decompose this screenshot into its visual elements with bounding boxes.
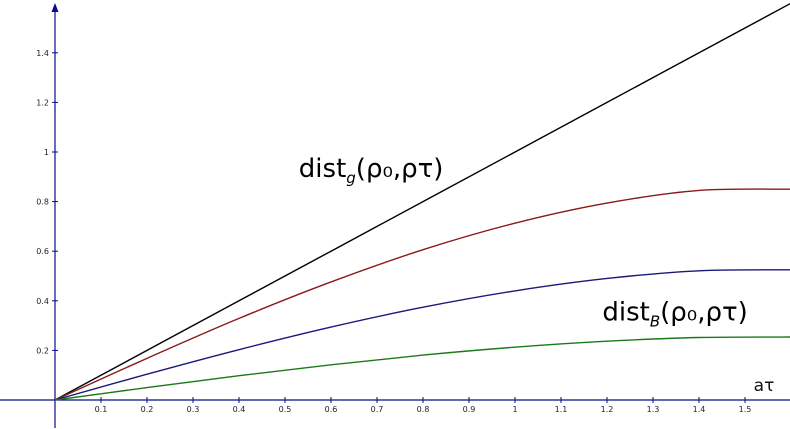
y-tick-label: 0.6 — [36, 247, 49, 256]
y-tick-label: 0.4 — [36, 297, 49, 306]
series-layer — [54, 2, 790, 401]
series-line-3 — [54, 269, 790, 401]
x-tick-label: 1.5 — [739, 405, 752, 414]
x-tick-label: 1.4 — [693, 405, 706, 414]
x-tick-label: 0.2 — [141, 405, 154, 414]
annotation-layer: distg(ρ₀,ρτ) distB(ρ₀,ρτ) — [299, 154, 748, 331]
annotation-2: distB(ρ₀,ρτ) — [602, 298, 747, 331]
series-line-4 — [54, 336, 790, 401]
y-axis-arrow — [51, 3, 59, 12]
annotation-1: distg(ρ₀,ρτ) — [299, 154, 444, 187]
y-tick-label: 1 — [44, 148, 49, 157]
x-tick-label: 1.3 — [647, 405, 660, 414]
x-tick-label: 0.1 — [95, 405, 108, 414]
y-tick-label: 0.2 — [36, 346, 49, 355]
x-tick-label: 1.1 — [555, 405, 568, 414]
y-tick-label: 1.4 — [36, 49, 49, 58]
x-tick-label: 0.6 — [325, 405, 338, 414]
y-tick-label: 1.2 — [36, 98, 49, 107]
x-tick-label: 0.8 — [417, 405, 430, 414]
x-tick-label: 0.4 — [233, 405, 246, 414]
x-tick-label: 0.9 — [463, 405, 476, 414]
axes: 0.1 0.2 0.3 0.4 0.5 0.6 0.7 0.8 0.9 1 1.1 1.2 1.3 1.4… — [0, 3, 790, 428]
series-line-1 — [54, 2, 790, 401]
x-tick-label: 1.2 — [601, 405, 614, 414]
x-tick-label: 0.7 — [371, 405, 384, 414]
x-tick-label: 0.5 — [279, 405, 292, 414]
x-tick-label: 0.3 — [187, 405, 200, 414]
y-tick-label: 0.8 — [36, 198, 49, 207]
x-tick-label: 1 — [512, 405, 517, 414]
series-line-2 — [54, 188, 790, 401]
x-axis-label: aτ — [754, 376, 775, 396]
